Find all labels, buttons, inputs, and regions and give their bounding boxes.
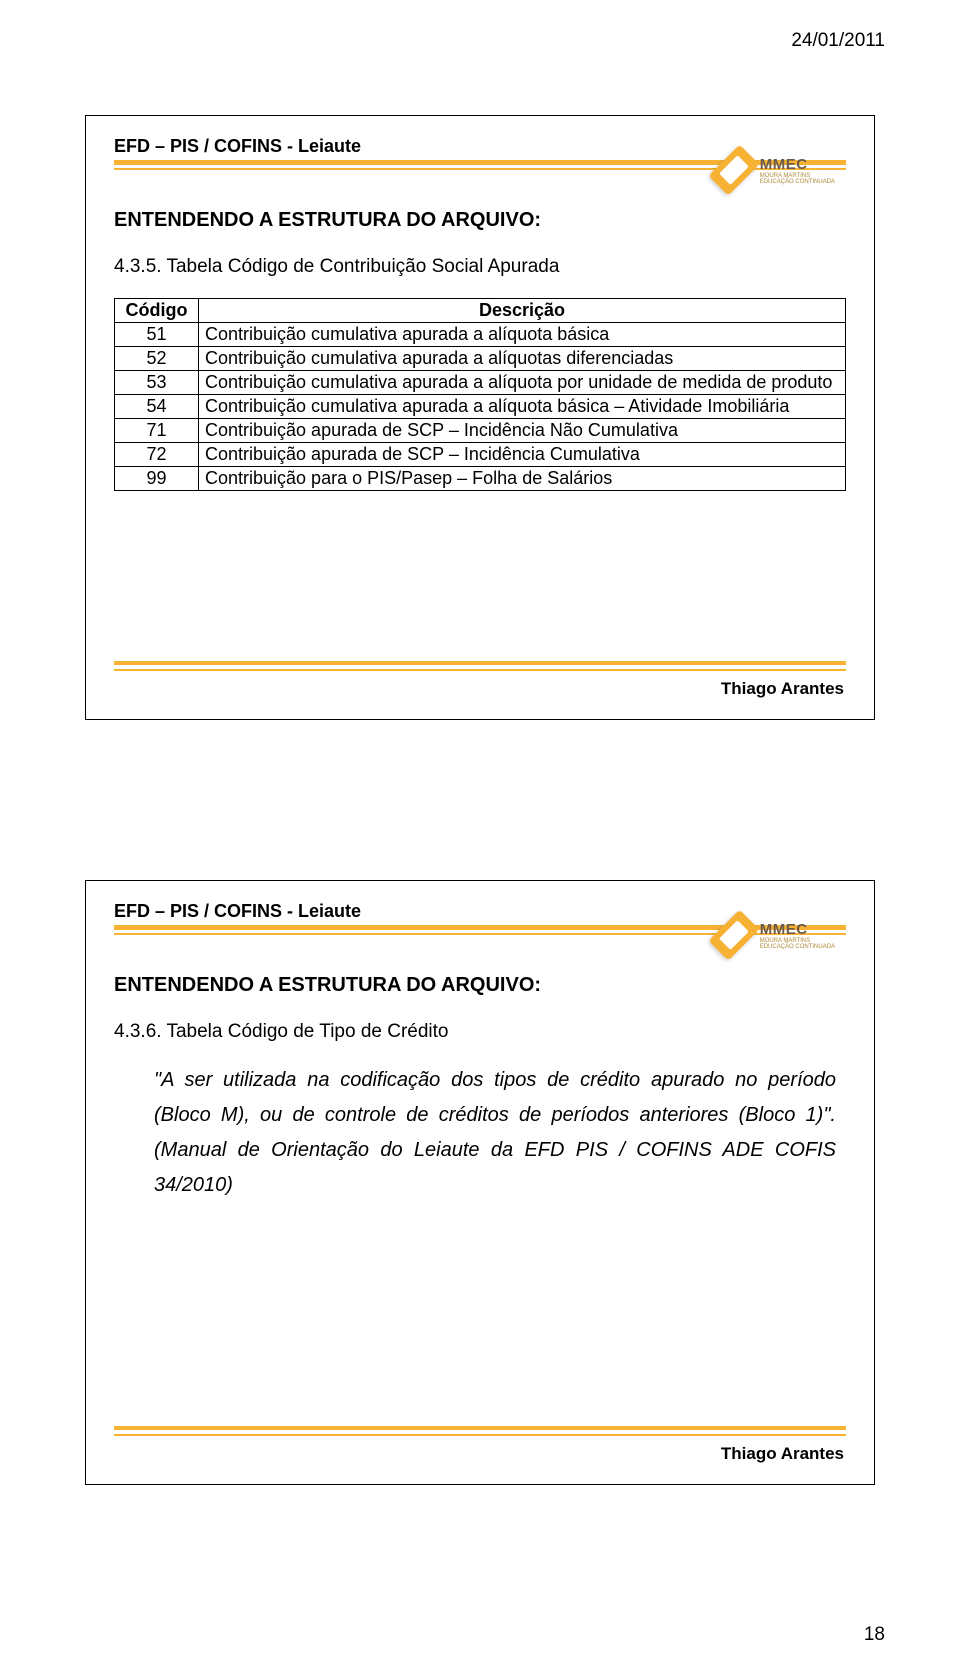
logo-text: MMEC MOURA MARTINS EDUCAÇÃO CONTINUADA [760, 921, 840, 950]
author-name: Thiago Arantes [721, 1444, 844, 1464]
table-row: 54 Contribuição cumulativa apurada a alí… [115, 395, 846, 419]
panel-inner: EFD – PIS / COFINS - Leiaute MMEC MOURA … [86, 116, 874, 719]
page-number: 18 [864, 1624, 885, 1646]
table-row: 53 Contribuição cumulativa apurada a alí… [115, 371, 846, 395]
cell-code: 54 [115, 395, 199, 419]
cell-desc: Contribuição cumulativa apurada a alíquo… [199, 395, 846, 419]
logo: MMEC MOURA MARTINS EDUCAÇÃO CONTINUADA [720, 909, 840, 961]
slide-panel-1: EFD – PIS / COFINS - Leiaute MMEC MOURA … [85, 115, 875, 720]
cell-code: 51 [115, 323, 199, 347]
section-title: ENTENDENDO A ESTRUTURA DO ARQUIVO: [114, 209, 846, 232]
cell-desc: Contribuição apurada de SCP – Incidência… [199, 443, 846, 467]
logo-main: MMEC [760, 156, 840, 173]
slide-panel-2: EFD – PIS / COFINS - Leiaute MMEC MOURA … [85, 880, 875, 1485]
subsection-title: 4.3.6. Tabela Código de Tipo de Crédito [114, 1021, 846, 1043]
cell-desc: Contribuição apurada de SCP – Incidência… [199, 419, 846, 443]
table-row: 72 Contribuição apurada de SCP – Incidên… [115, 443, 846, 467]
table-row: 71 Contribuição apurada de SCP – Incidên… [115, 419, 846, 443]
cell-code: 72 [115, 443, 199, 467]
cell-desc: Contribuição cumulativa apurada a alíquo… [199, 323, 846, 347]
accent-rule-bottom-thick [114, 1426, 846, 1430]
panel-inner: EFD – PIS / COFINS - Leiaute MMEC MOURA … [86, 881, 874, 1484]
cell-code: 53 [115, 371, 199, 395]
table-row: 51 Contribuição cumulativa apurada a alí… [115, 323, 846, 347]
col-header-desc: Descrição [199, 299, 846, 323]
code-table: Código Descrição 51 Contribuição cumulat… [114, 298, 846, 491]
col-header-code: Código [115, 299, 199, 323]
cell-code: 99 [115, 467, 199, 491]
accent-rule-bottom-thick [114, 661, 846, 665]
table-row: 99 Contribuição para o PIS/Pasep – Folha… [115, 467, 846, 491]
author-name: Thiago Arantes [721, 679, 844, 699]
section-title: ENTENDENDO A ESTRUTURA DO ARQUIVO: [114, 974, 846, 997]
subsection-title: 4.3.5. Tabela Código de Contribuição Soc… [114, 256, 846, 278]
cell-desc: Contribuição para o PIS/Pasep – Folha de… [199, 467, 846, 491]
accent-rule-bottom-thin [114, 1434, 846, 1436]
table-row: 52 Contribuição cumulativa apurada a alí… [115, 347, 846, 371]
logo-sub: MOURA MARTINS EDUCAÇÃO CONTINUADA [760, 173, 840, 185]
accent-rule-bottom-thin [114, 669, 846, 671]
cell-desc: Contribuição cumulativa apurada a alíquo… [199, 347, 846, 371]
logo-text: MMEC MOURA MARTINS EDUCAÇÃO CONTINUADA [760, 156, 840, 185]
logo: MMEC MOURA MARTINS EDUCAÇÃO CONTINUADA [720, 144, 840, 196]
cell-code: 71 [115, 419, 199, 443]
cell-code: 52 [115, 347, 199, 371]
logo-sub: MOURA MARTINS EDUCAÇÃO CONTINUADA [760, 938, 840, 950]
page-date: 24/01/2011 [791, 30, 885, 52]
quote-text: "A ser utilizada na codificação dos tipo… [154, 1063, 836, 1203]
logo-main: MMEC [760, 921, 840, 938]
table-header-row: Código Descrição [115, 299, 846, 323]
cell-desc: Contribuição cumulativa apurada a alíquo… [199, 371, 846, 395]
